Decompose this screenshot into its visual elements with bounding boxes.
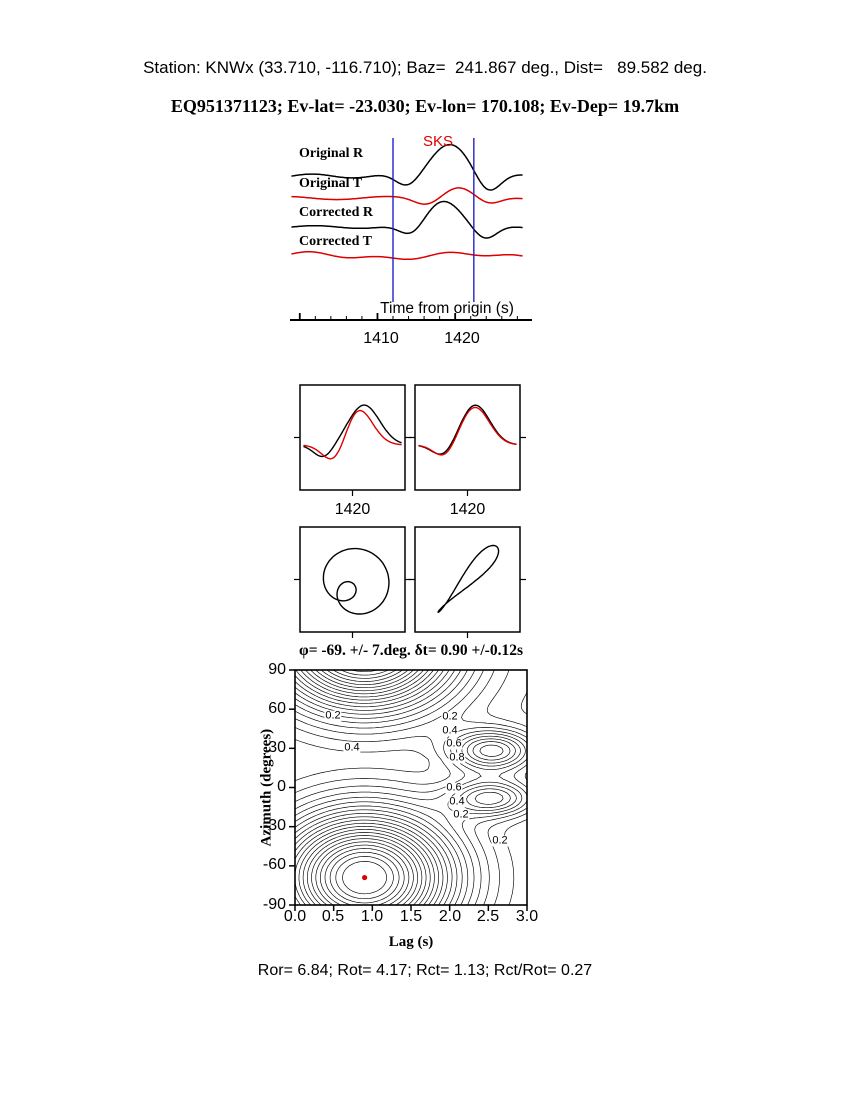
contour-label-2: 0.2 (441, 710, 459, 723)
ytick-60: 60 (268, 700, 286, 717)
xtick-30: 3.0 (515, 908, 539, 925)
ytick-0: 0 (277, 778, 286, 795)
contour-label-3: 0.4 (441, 724, 459, 737)
xtick-25: 2.5 (476, 908, 500, 925)
contour-label-6: 0.6 (445, 781, 463, 794)
event-title: EQ951371123; Ev-lat= -23.030; Ev-lon= 17… (170, 96, 680, 116)
trace-label-original-r: Original R (299, 146, 364, 161)
trace-label-corrected-r: Corrected R (299, 205, 373, 220)
xtick-05: 0.5 (321, 908, 345, 925)
ytick-90: 90 (268, 661, 286, 678)
contour-label-9: 0.2 (491, 834, 509, 847)
contour-label-8: 0.2 (452, 808, 470, 821)
time-tick-1420: 1420 (444, 330, 480, 347)
station-title: Station: KNWx (33.710, -116.710); Baz= 2… (143, 58, 707, 77)
xtick-20: 2.0 (438, 908, 462, 925)
trace-label-corrected-t: Corrected T (299, 234, 372, 249)
ytick-m30: -30 (262, 817, 286, 834)
overlay-left-tick: 1420 (334, 501, 371, 518)
time-axis-label: Time from origin (s) (380, 300, 514, 317)
contour-title: φ= -69. +/- 7.deg. δt= 0.90 +/-0.12s (299, 642, 523, 659)
ytick-m60: -60 (262, 856, 286, 873)
overlay-right-tick: 1420 (449, 501, 486, 518)
contour-label-0: 0.2 (324, 709, 342, 722)
ytick-m90: -90 (262, 896, 286, 913)
xtick-00: 0.0 (283, 908, 307, 925)
amplitude-ratios: Ror= 6.84; Rot= 4.17; Rct= 1.13; Rct/Rot… (257, 962, 593, 979)
time-tick-1410: 1410 (363, 330, 399, 347)
contour-label-7: 0.4 (448, 795, 466, 808)
xtick-15: 1.5 (399, 908, 423, 925)
phase-label: SKS (422, 133, 453, 150)
xtick-10: 1.0 (360, 908, 384, 925)
trace-label-original-t: Original T (299, 176, 363, 191)
contour-label-4: 0.6 (445, 737, 463, 750)
contour-label-1: 0.4 (343, 741, 361, 754)
ytick-30: 30 (268, 739, 286, 756)
contour-label-5: 0.8 (448, 751, 466, 764)
lag-axis-label: Lag (s) (388, 934, 434, 950)
